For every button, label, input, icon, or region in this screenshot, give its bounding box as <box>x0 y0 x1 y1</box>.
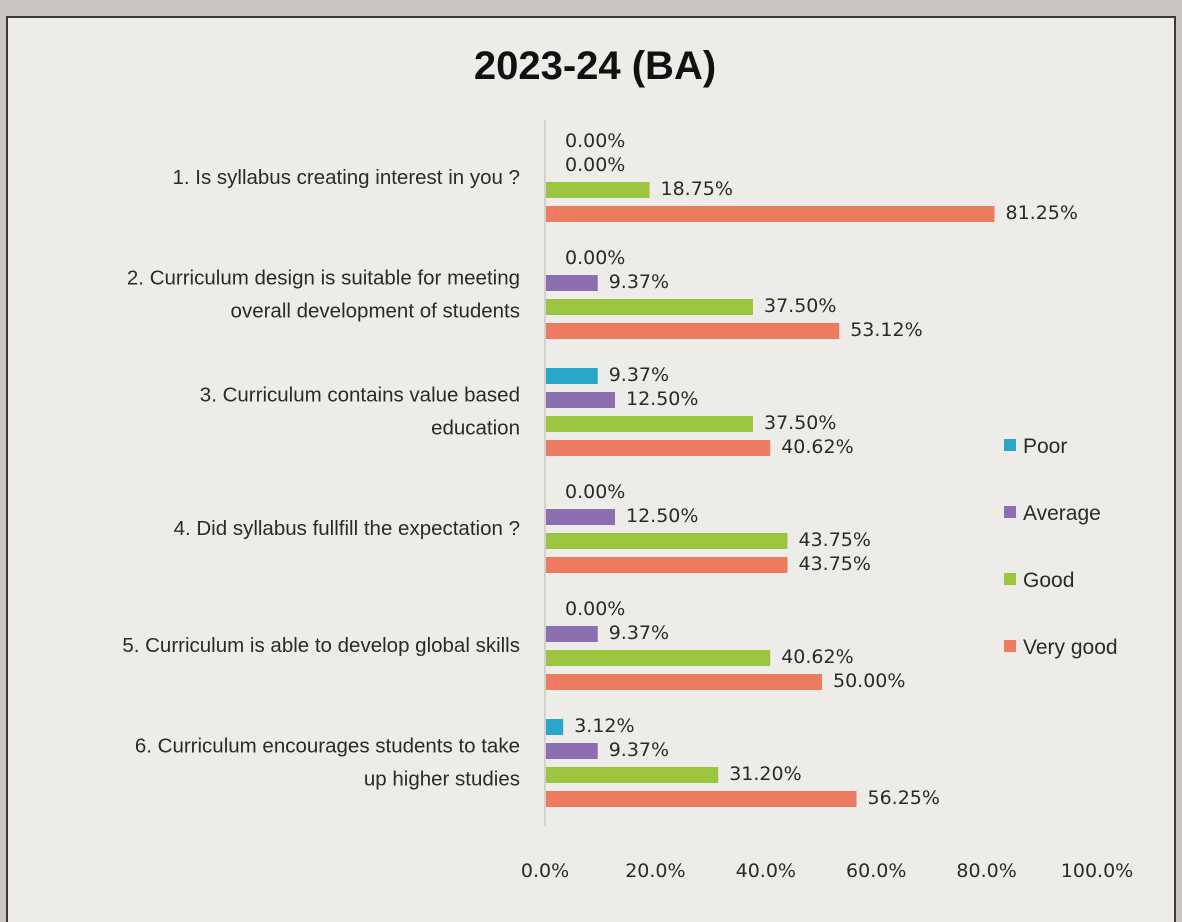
bar-very-good <box>546 440 771 456</box>
bar-good <box>546 533 788 549</box>
category-label: 5. Curriculum is able to develop global … <box>122 634 520 657</box>
data-label: 18.75% <box>661 178 733 200</box>
category-label: education <box>431 417 520 440</box>
x-tick-label: 100.0% <box>1061 860 1133 882</box>
bar-good <box>546 299 753 315</box>
bar-average <box>546 275 598 291</box>
data-label: 37.50% <box>764 412 836 434</box>
legend-swatch <box>1004 439 1016 451</box>
data-label: 3.12% <box>574 715 634 737</box>
data-label: 0.00% <box>565 598 625 620</box>
bar-average <box>546 743 598 759</box>
bar-good <box>546 650 771 666</box>
category-label: 2. Curriculum design is suitable for mee… <box>127 267 520 290</box>
data-label: 40.62% <box>781 436 853 458</box>
bar-very-good <box>546 791 857 807</box>
legend-swatch <box>1004 506 1016 518</box>
x-tick-label: 60.0% <box>846 860 906 882</box>
bar-very-good <box>546 557 788 573</box>
x-tick-label: 0.0% <box>521 860 569 882</box>
bar-good <box>546 182 650 198</box>
bar-poor <box>546 719 564 735</box>
data-label: 50.00% <box>833 670 905 692</box>
data-label: 0.00% <box>565 247 625 269</box>
data-label: 9.37% <box>609 622 669 644</box>
data-label: 9.37% <box>609 739 669 761</box>
bar-good <box>546 416 753 432</box>
legend-swatch <box>1004 640 1016 652</box>
x-tick-label: 80.0% <box>956 860 1016 882</box>
data-label: 9.37% <box>609 271 669 293</box>
category-label: 1. Is syllabus creating interest in you … <box>172 166 520 189</box>
data-label: 31.20% <box>729 763 801 785</box>
data-label: 37.50% <box>764 295 836 317</box>
category-label: 4. Did syllabus fullfill the expectation… <box>174 517 520 540</box>
category-label: 3. Curriculum contains value based <box>200 384 520 407</box>
data-label: 0.00% <box>565 130 625 152</box>
data-label: 40.62% <box>781 646 853 668</box>
x-tick-label: 40.0% <box>736 860 796 882</box>
category-label: 6. Curriculum encourages students to tak… <box>135 735 520 758</box>
data-label: 81.25% <box>1006 202 1078 224</box>
data-label: 0.00% <box>565 481 625 503</box>
legend-swatch <box>1004 573 1016 585</box>
data-label: 43.75% <box>799 553 871 575</box>
data-label: 12.50% <box>626 505 698 527</box>
bar-poor <box>546 368 598 384</box>
category-label: up higher studies <box>364 768 520 791</box>
bar-good <box>546 767 719 783</box>
chart-title: 2023-24 (BA) <box>473 44 717 88</box>
data-label: 53.12% <box>850 319 922 341</box>
legend-label: Very good <box>1023 636 1118 659</box>
bar-very-good <box>546 674 822 690</box>
data-label: 0.00% <box>565 154 625 176</box>
category-label: overall development of students <box>231 300 520 323</box>
bar-very-good <box>546 206 995 222</box>
data-label: 43.75% <box>799 529 871 551</box>
data-label: 9.37% <box>609 364 669 386</box>
bar-average <box>546 626 598 642</box>
legend-label: Good <box>1023 569 1074 592</box>
bar-average <box>546 509 615 525</box>
bar-very-good <box>546 323 840 339</box>
data-label: 12.50% <box>626 388 698 410</box>
bar-average <box>546 392 615 408</box>
legend-label: Poor <box>1023 435 1067 458</box>
legend-label: Average <box>1023 502 1101 525</box>
data-label: 56.25% <box>868 787 940 809</box>
x-tick-label: 20.0% <box>625 860 685 882</box>
